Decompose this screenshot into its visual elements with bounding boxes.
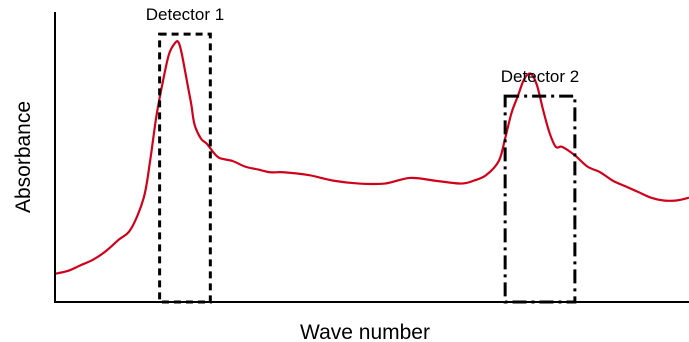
detector-1-label: Detector 1 (146, 5, 224, 24)
detector-1-box (158, 32, 212, 304)
plot-area: Detector 1 Detector 2 (54, 5, 689, 304)
detector-2-box (503, 94, 577, 304)
detector-2-label: Detector 2 (501, 67, 579, 86)
y-axis-label: Absorbance (12, 101, 35, 213)
absorbance-series-line (54, 40, 689, 275)
x-axis-label: Wave number (300, 321, 430, 342)
